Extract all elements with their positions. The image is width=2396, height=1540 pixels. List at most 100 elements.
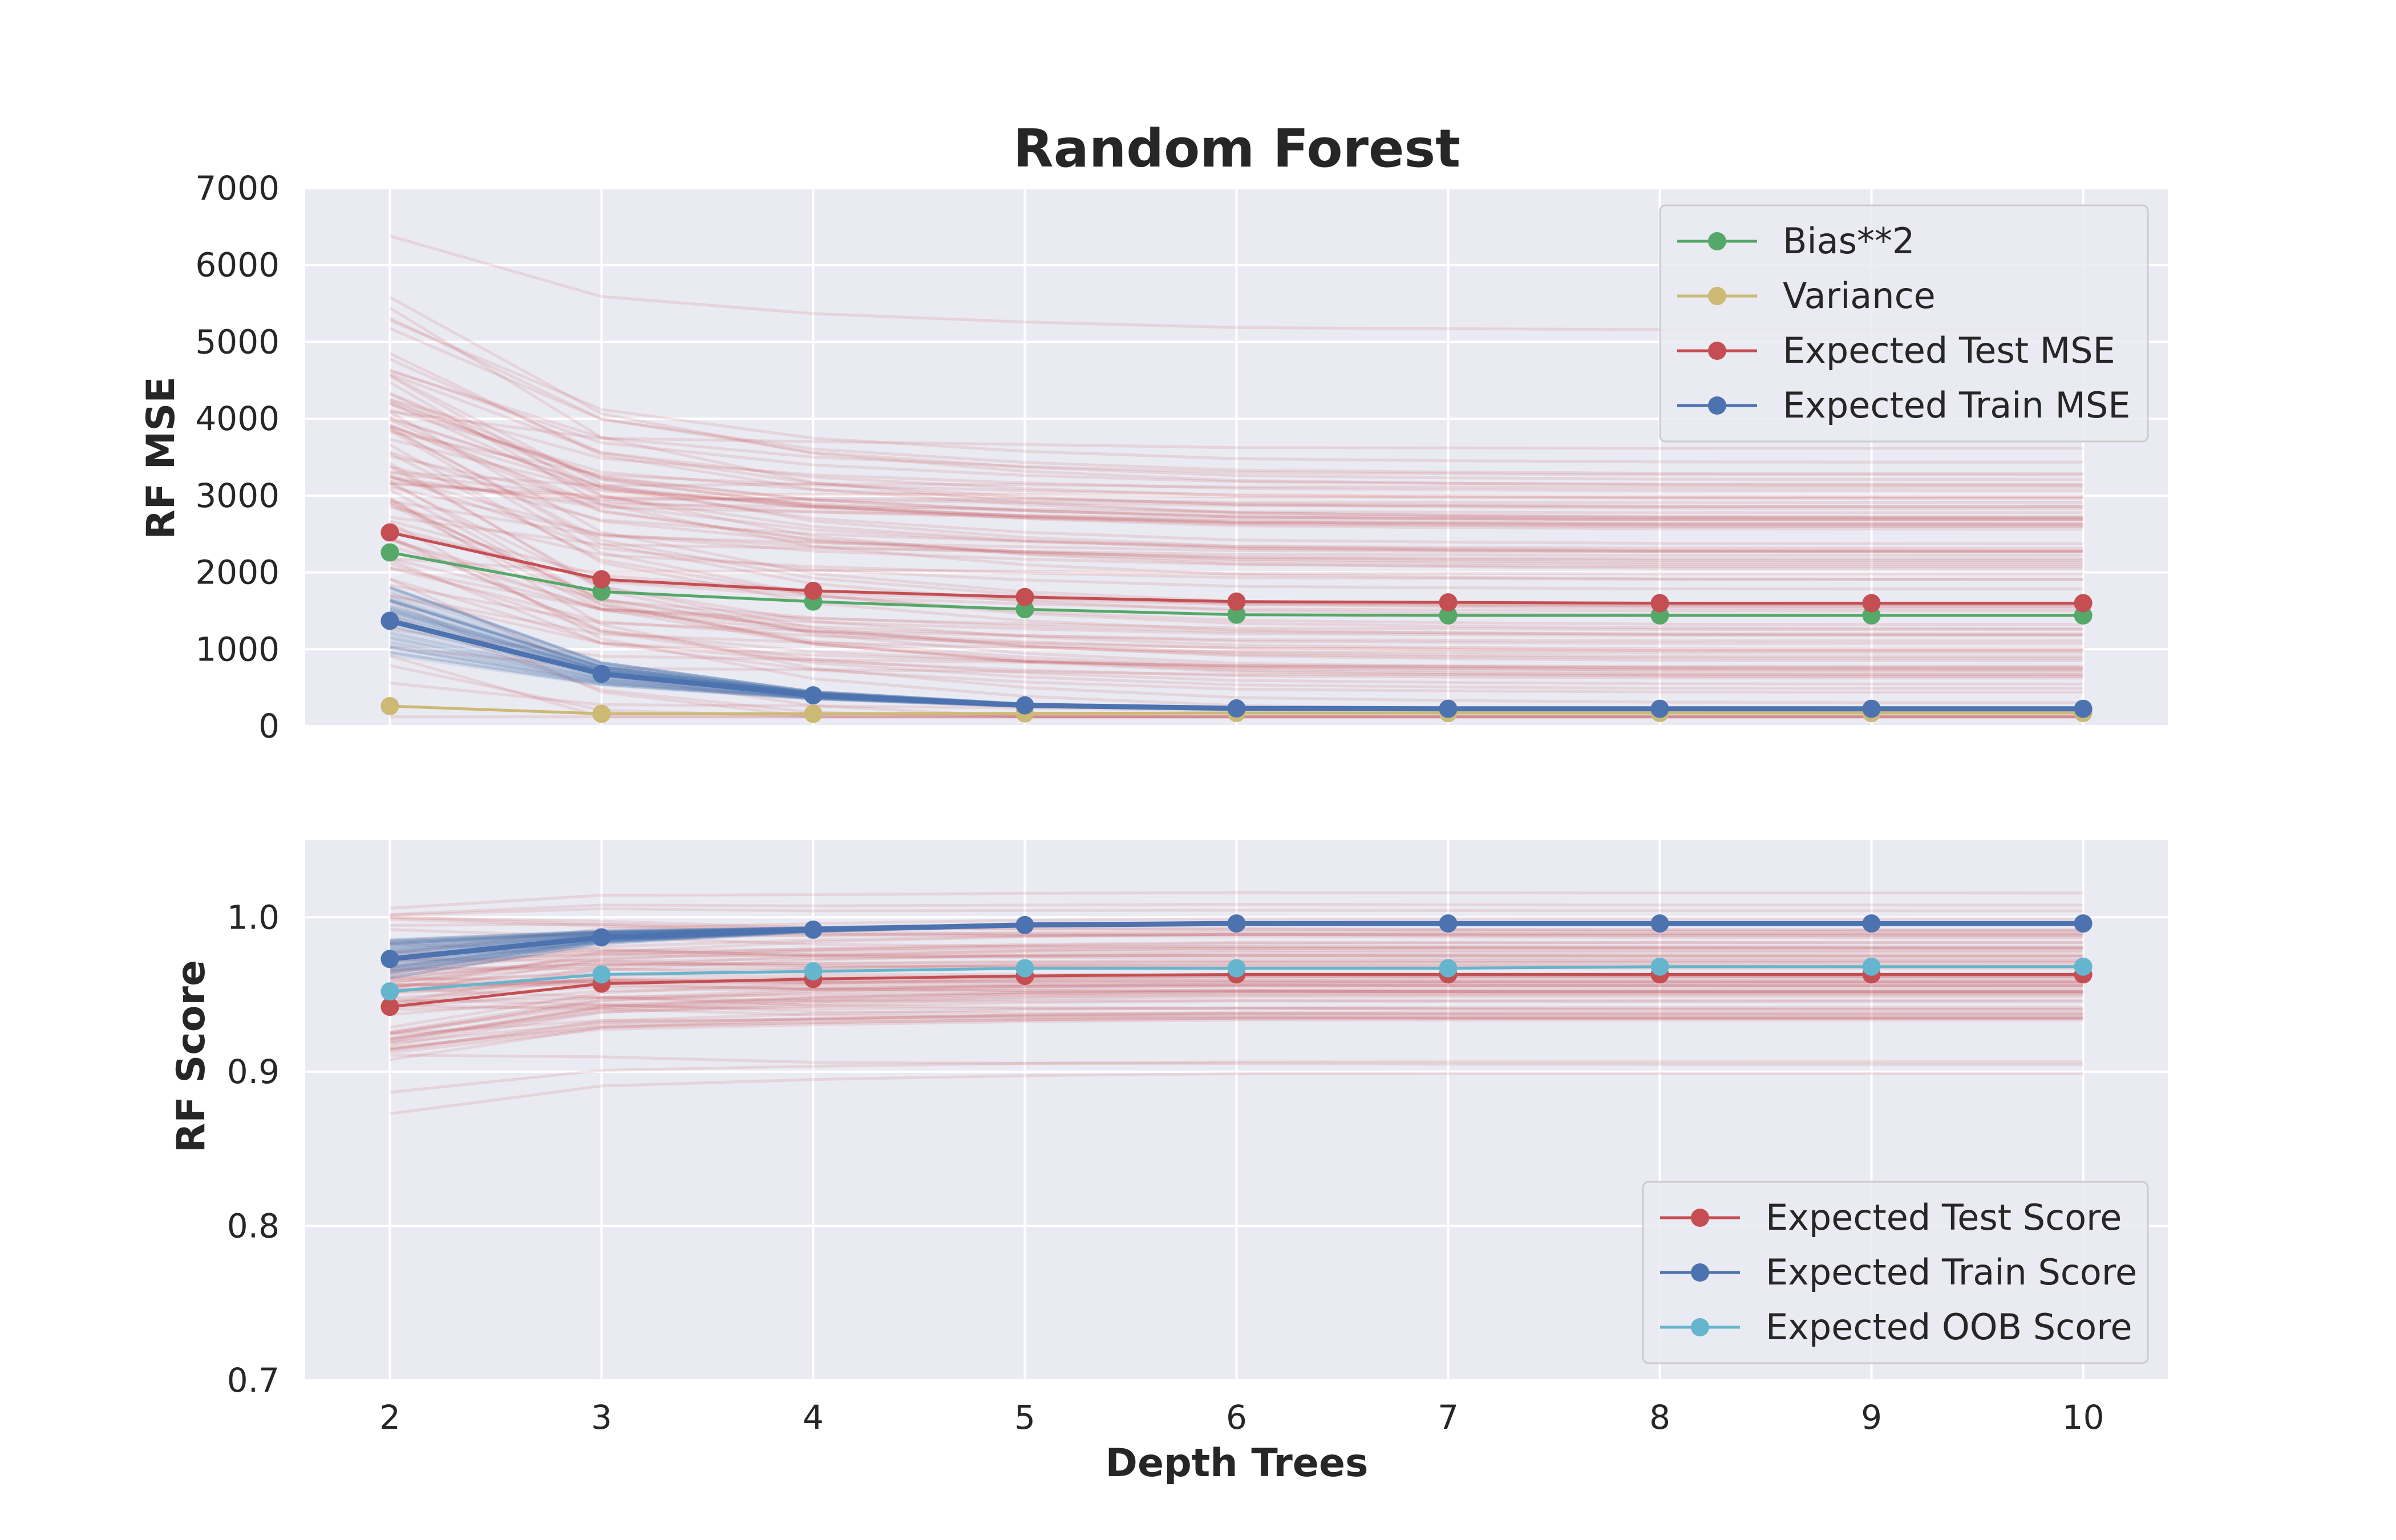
test-run-line — [389, 319, 2083, 464]
expected-train-score-point — [1439, 914, 1458, 933]
test-run-line — [389, 408, 2083, 508]
test-run-line — [389, 437, 2083, 519]
test-run-line — [389, 369, 2083, 477]
test-run-line — [390, 1011, 2083, 1061]
y-tick-label: 0 — [258, 707, 280, 745]
test-run-line — [389, 497, 2083, 704]
test-run-line — [390, 646, 2083, 677]
bias-2-point — [1439, 606, 1458, 625]
legend-box — [1642, 1181, 2149, 1364]
y-tick-label: 5000 — [195, 322, 280, 361]
test-run-line — [389, 418, 2083, 566]
test-run-line — [389, 443, 2083, 637]
test-run-line — [389, 488, 2083, 676]
test-run-line — [390, 472, 2083, 508]
test-run-line — [389, 455, 2083, 525]
expected-oob-score-point — [381, 982, 399, 1001]
expected-train-mse-point — [1862, 699, 1881, 718]
expected-oob-score-point — [1227, 959, 1246, 978]
expected-oob-score-point — [1862, 957, 1881, 976]
test-run-line — [390, 983, 2083, 993]
test-run-line — [389, 398, 2083, 528]
legend-box — [1659, 204, 2149, 443]
y-tick-label: 3000 — [195, 476, 280, 515]
expected-test-mse-point — [804, 581, 823, 600]
test-run-line — [389, 577, 2083, 680]
test-run-line — [390, 998, 2083, 1016]
test-run-line — [389, 475, 2083, 591]
expected-oob-score-point — [1650, 957, 1669, 976]
test-run-line — [389, 451, 2083, 562]
x-tick-label: 2 — [379, 1398, 400, 1437]
test-run-line — [389, 932, 2083, 990]
test-run-line — [389, 352, 2083, 518]
x-tick-label: 6 — [1226, 1398, 1247, 1437]
expected-train-score-point — [381, 950, 399, 968]
test-run-line — [389, 503, 2083, 674]
expected-test-score-point — [381, 998, 399, 1016]
expected-test-mse-point — [1650, 594, 1669, 613]
test-run-line — [390, 949, 2083, 958]
test-run-line — [389, 417, 2083, 526]
test-run-line — [390, 907, 2083, 917]
test-run-line — [390, 993, 2083, 1044]
test-run-line — [389, 475, 2083, 568]
expected-oob-score-point — [592, 965, 611, 984]
expected-train-mse-point — [1227, 699, 1246, 718]
bias-2-point — [1227, 605, 1246, 624]
test-run-line — [390, 943, 2083, 961]
legend-entry-label: Expected Test Score — [1766, 1197, 2122, 1238]
test-run-line — [390, 996, 2083, 1003]
test-run-line — [390, 990, 2083, 1035]
test-run-line — [389, 317, 2083, 481]
y-tick-label: 1000 — [195, 630, 280, 668]
test-run-line — [390, 928, 2083, 950]
variance-point — [381, 696, 399, 715]
test-run-line — [389, 537, 2083, 653]
test-run-line — [389, 505, 2083, 581]
expected-test-mse-point — [1015, 587, 1034, 606]
test-run-line — [389, 465, 2083, 550]
test-run-line — [390, 987, 2083, 1011]
test-run-line — [389, 562, 2083, 671]
test-run-line — [389, 566, 2083, 651]
expected-train-score-point — [2074, 914, 2093, 933]
x-tick-label: 10 — [2062, 1398, 2104, 1437]
test-run-line — [390, 941, 2083, 986]
y-tick-label: 0.7 — [227, 1361, 280, 1400]
test-run-line — [389, 482, 2083, 651]
test-run-line — [390, 990, 2083, 1016]
test-run-line — [389, 374, 2083, 552]
test-run-line — [390, 984, 2083, 1010]
test-run-line — [390, 1016, 2083, 1036]
bottom-y-axis-label: RF Score — [169, 960, 214, 1153]
test-run-line — [389, 462, 2083, 670]
legend-swatch-marker — [1708, 232, 1726, 250]
expected-train-mse-point — [2074, 699, 2093, 718]
test-run-line — [390, 1006, 2083, 1052]
test-run-line — [389, 480, 2083, 678]
test-run-line — [390, 915, 2083, 938]
y-tick-label: 6000 — [195, 246, 280, 285]
legend: Expected Test Score Expected Train Score E… — [1642, 1181, 2149, 1364]
test-run-line — [390, 954, 2083, 981]
test-run-line — [389, 392, 2083, 545]
test-run-line — [390, 992, 2083, 1040]
y-tick-label: 1.0 — [227, 898, 280, 937]
test-run-line — [390, 476, 2083, 521]
test-run-line — [390, 933, 2083, 976]
test-run-line — [389, 392, 2083, 531]
test-run-line — [390, 410, 2083, 450]
test-run-line — [389, 485, 2083, 561]
expected-oob-score-point — [1015, 959, 1034, 978]
test-run-line — [389, 950, 2083, 1006]
expected-train-score-point — [1227, 914, 1246, 933]
expected-train-mse-point — [1015, 696, 1034, 715]
test-run-line — [390, 946, 2083, 972]
legend-swatch-marker — [1691, 1209, 1709, 1227]
legend-entry-label: Expected Test MSE — [1783, 330, 2115, 371]
legend: Bias**2 Variance Expected Test MSE Expected… — [1659, 204, 2149, 443]
test-run-line — [389, 425, 2083, 525]
test-run-line — [390, 1053, 2083, 1066]
